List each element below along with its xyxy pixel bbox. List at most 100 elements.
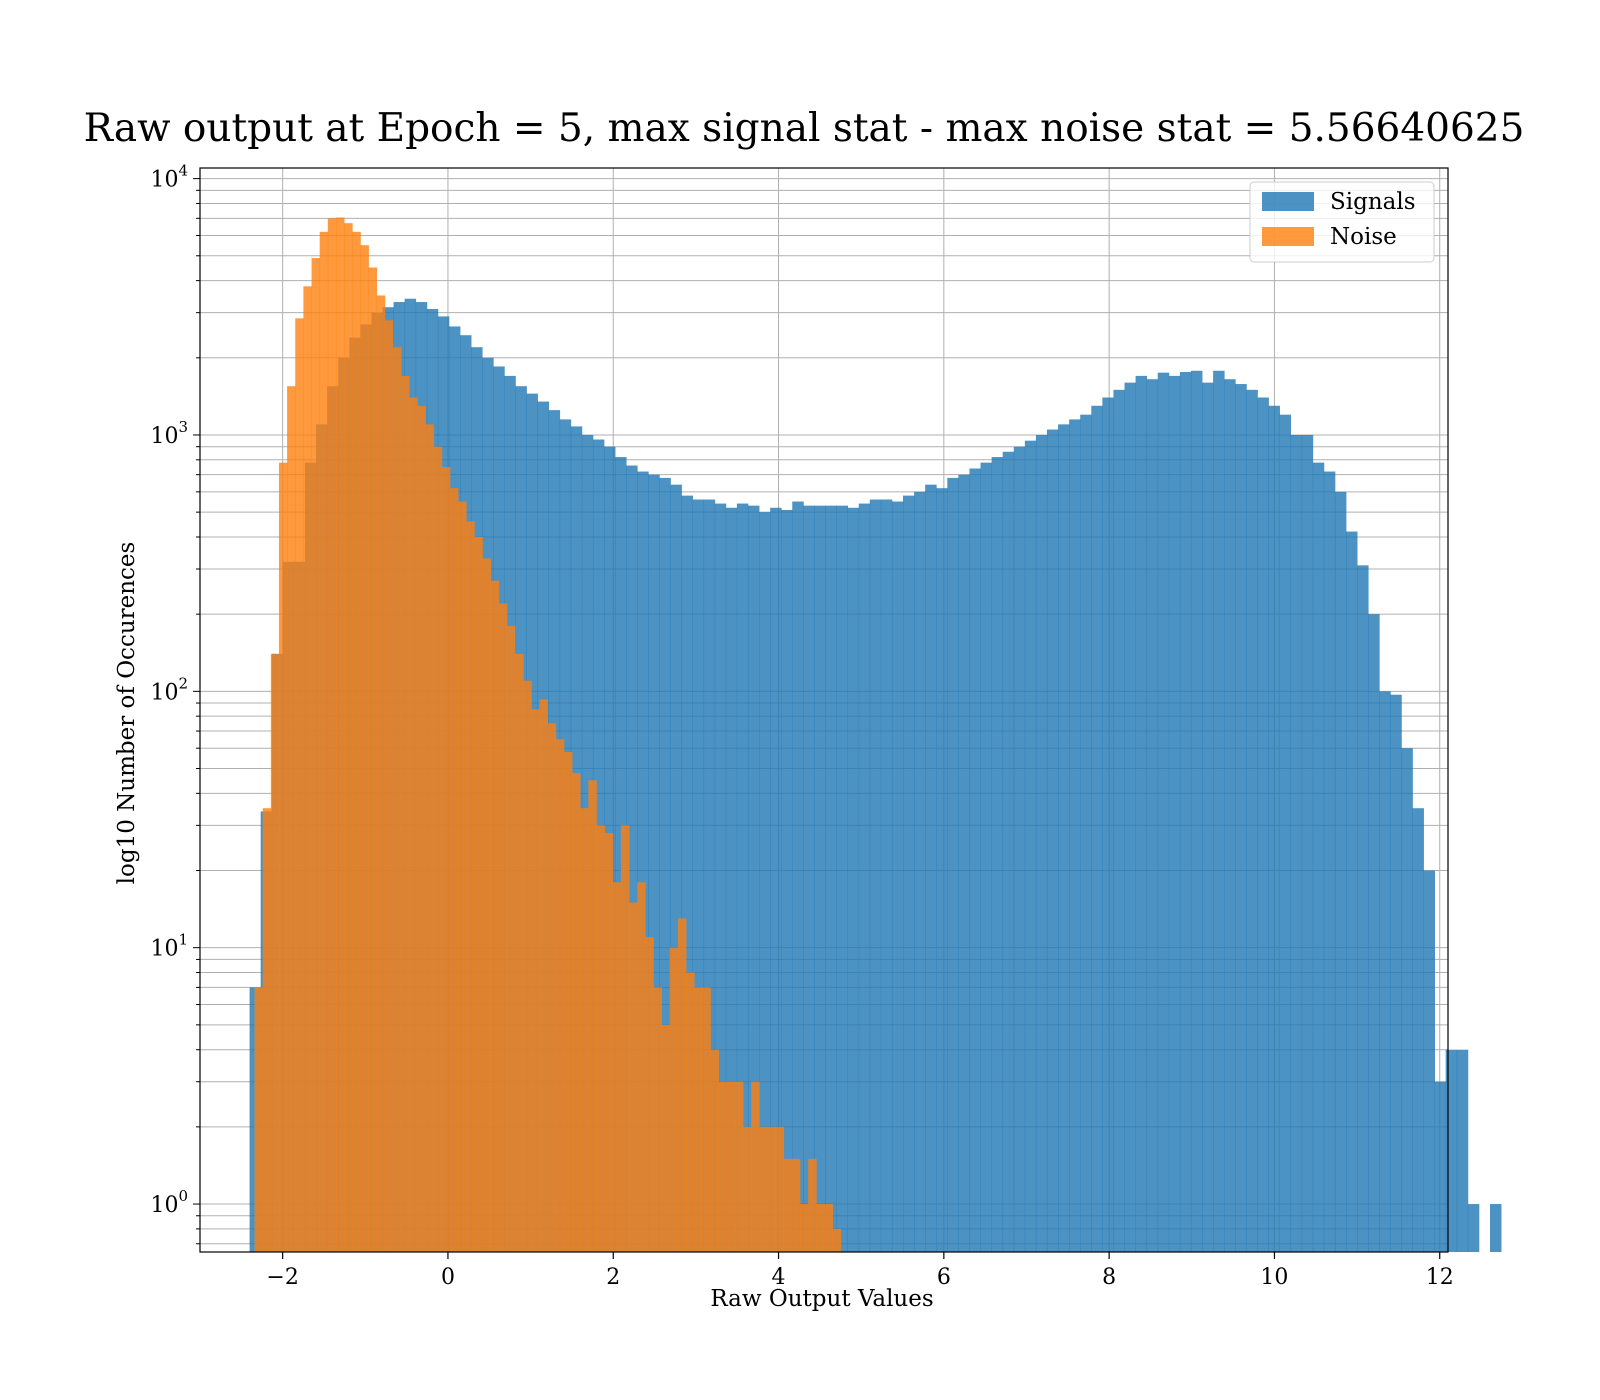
bar-signals — [1135, 375, 1148, 1252]
bar-noise — [645, 937, 654, 1252]
bar-noise — [531, 709, 540, 1252]
bar-noise — [637, 882, 646, 1252]
chart-title: Raw output at Epoch = 5, max signal stat… — [84, 106, 1525, 151]
bar-signals — [947, 477, 959, 1252]
axes-frame — [199, 167, 1449, 1253]
bar-noise — [686, 972, 695, 1252]
bar-signals — [1434, 1081, 1447, 1252]
bar-signals — [747, 505, 760, 1252]
bar-signals — [1401, 748, 1413, 1252]
bar-signals — [936, 488, 948, 1252]
bar-signals — [770, 507, 782, 1253]
bar-signals — [1080, 414, 1092, 1253]
bar-noise — [262, 808, 272, 1252]
bar-noise — [384, 320, 394, 1252]
bar-signals — [1058, 424, 1070, 1252]
bar-noise — [270, 653, 280, 1252]
bar-signals — [1035, 434, 1048, 1252]
bar-signals — [1357, 565, 1369, 1252]
bar-noise — [799, 1204, 809, 1252]
bar-signals — [1157, 372, 1170, 1252]
bar-signals — [692, 499, 705, 1252]
bar-noise — [572, 773, 581, 1252]
bar-noise — [523, 680, 532, 1252]
bar-noise — [482, 558, 492, 1252]
bar-noise — [612, 882, 622, 1252]
plot-frame — [199, 167, 1449, 1253]
y-tick-label: 104 — [150, 162, 188, 193]
bar-signals — [1467, 1204, 1480, 1252]
bar-signals — [980, 462, 993, 1253]
bar-noise — [392, 347, 402, 1253]
bar-signals — [759, 512, 771, 1252]
bar-noise — [515, 653, 524, 1252]
bar-signals — [781, 509, 793, 1252]
bar-noise — [669, 947, 679, 1252]
bar-signals — [1046, 429, 1059, 1252]
bar-signals — [1190, 370, 1203, 1252]
bar-signals — [1334, 491, 1347, 1252]
bar-noise — [808, 1158, 817, 1252]
bar-noise — [352, 231, 361, 1252]
bar-noise — [661, 1024, 671, 1252]
bar-noise — [832, 1228, 842, 1252]
legend: Signals Noise — [1249, 181, 1435, 263]
bar-noise — [409, 397, 418, 1252]
x-axis-ticks: −2 0 2 4 6 8 10 12 — [266, 1252, 1454, 1290]
bar-noise — [718, 1081, 728, 1252]
legend-label-noise: Noise — [1330, 224, 1397, 250]
bar-noise — [474, 536, 483, 1252]
bar-noise — [710, 1049, 719, 1252]
bar-noise — [449, 488, 459, 1252]
bar-noise — [417, 405, 426, 1252]
bar-noise — [319, 231, 329, 1252]
y-tick-label: 102 — [150, 674, 188, 705]
bar-signals — [792, 501, 804, 1252]
bar-signals — [1279, 414, 1292, 1253]
bar-noise — [441, 466, 451, 1252]
bar-noise — [629, 902, 638, 1252]
bar-signals — [1091, 405, 1103, 1252]
bar-signals — [1002, 451, 1015, 1252]
bar-signals — [1168, 375, 1181, 1252]
x-axis-label: Raw Output Values — [710, 1286, 933, 1312]
bar-signals — [1301, 434, 1314, 1252]
bar-noise — [295, 318, 304, 1252]
bar-noise — [694, 987, 703, 1252]
bar-noise — [824, 1204, 833, 1252]
bar-signals — [1456, 1049, 1469, 1252]
bar-noise — [303, 286, 312, 1253]
bar-signals — [1224, 379, 1236, 1252]
bar-signals — [659, 477, 671, 1252]
x-tick-label: −2 — [266, 1265, 298, 1290]
bar-noise — [751, 1081, 760, 1252]
bar-signals — [1202, 382, 1214, 1253]
series-noise — [254, 217, 842, 1253]
legend-swatch-signals — [1262, 192, 1314, 211]
bar-noise — [743, 1126, 752, 1252]
bar-noise — [344, 223, 353, 1252]
bar-signals — [714, 503, 727, 1253]
bar-noise — [498, 603, 508, 1252]
y-tick-label: 101 — [150, 931, 188, 962]
bar-signals — [1368, 614, 1380, 1252]
bar-noise — [734, 1081, 744, 1252]
bar-signals — [1102, 397, 1114, 1252]
bar-signals — [991, 457, 1004, 1253]
bar-signals — [1268, 405, 1280, 1252]
bar-signals — [858, 503, 871, 1253]
y-tick-label: 103 — [150, 418, 188, 449]
bar-noise — [311, 258, 321, 1252]
bar-signals — [725, 507, 738, 1253]
x-tick-label: 0 — [441, 1265, 455, 1290]
x-tick-label: 4 — [772, 1265, 786, 1290]
bar-noise — [360, 245, 369, 1252]
bar-noise — [278, 462, 288, 1253]
bar-signals — [1024, 440, 1037, 1252]
bar-noise — [433, 446, 443, 1252]
bar-signals — [615, 457, 627, 1253]
bar-signals — [825, 505, 837, 1252]
bar-noise — [555, 739, 565, 1252]
bar-signals — [803, 505, 815, 1252]
bar-noise — [677, 918, 687, 1252]
